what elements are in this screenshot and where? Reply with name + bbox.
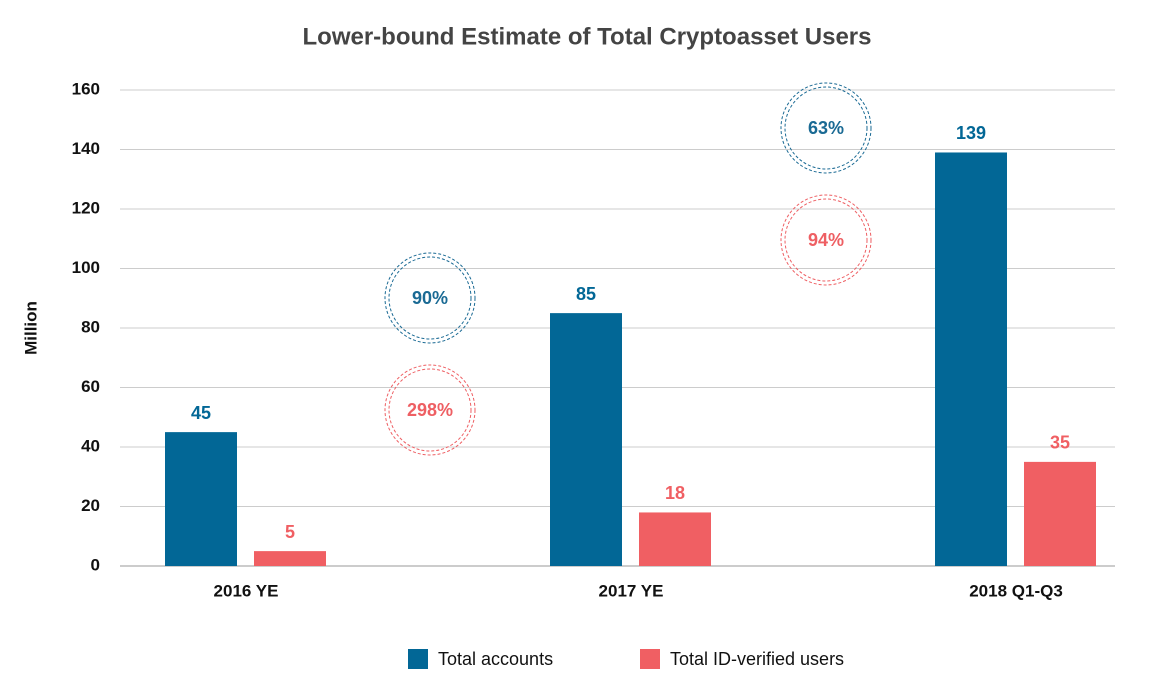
bar [1024, 461, 1096, 566]
legend-swatch [408, 649, 428, 669]
annotation-ring [384, 252, 476, 344]
annotation-ring [784, 198, 868, 282]
y-tick-label: 80 [81, 317, 100, 336]
data-label: 45 [191, 403, 211, 423]
x-tick-label: 2017 YE [599, 581, 664, 600]
y-tick-label: 20 [81, 496, 100, 515]
y-axis-label: Million [21, 301, 40, 355]
annotation: 94% [808, 230, 844, 250]
bar [254, 551, 326, 566]
annotation: 90% [412, 288, 448, 308]
y-tick-label: 100 [72, 258, 100, 277]
annotation: 63% [808, 118, 844, 138]
annotation-ring [388, 256, 472, 340]
annotation: 298% [407, 400, 453, 420]
data-label: 139 [956, 123, 986, 143]
data-label: 5 [285, 522, 295, 542]
data-label: 85 [576, 284, 596, 304]
y-tick-label: 60 [81, 377, 100, 396]
y-tick-label: 160 [72, 79, 100, 98]
bar [639, 512, 711, 566]
annotation-ring [784, 86, 868, 170]
x-tick-label: 2018 Q1-Q3 [969, 581, 1063, 600]
y-tick-label: 120 [72, 198, 100, 217]
annotation-ring [388, 368, 472, 452]
annotation-ring [384, 364, 476, 456]
data-label: 18 [665, 483, 685, 503]
data-label: 35 [1050, 433, 1070, 453]
bar [935, 152, 1007, 566]
chart-title: Lower-bound Estimate of Total Cryptoasse… [303, 23, 872, 50]
annotation-ring [780, 194, 872, 286]
bar [165, 432, 237, 566]
y-tick-label: 40 [81, 436, 100, 455]
x-tick-label: 2016 YE [214, 581, 279, 600]
legend-swatch [640, 649, 660, 669]
legend-label: Total accounts [438, 649, 553, 669]
y-tick-label: 140 [72, 139, 100, 158]
bar [550, 313, 622, 566]
legend-label: Total ID-verified users [670, 649, 844, 669]
y-tick-label: 0 [91, 555, 100, 574]
annotation-ring [780, 82, 872, 174]
